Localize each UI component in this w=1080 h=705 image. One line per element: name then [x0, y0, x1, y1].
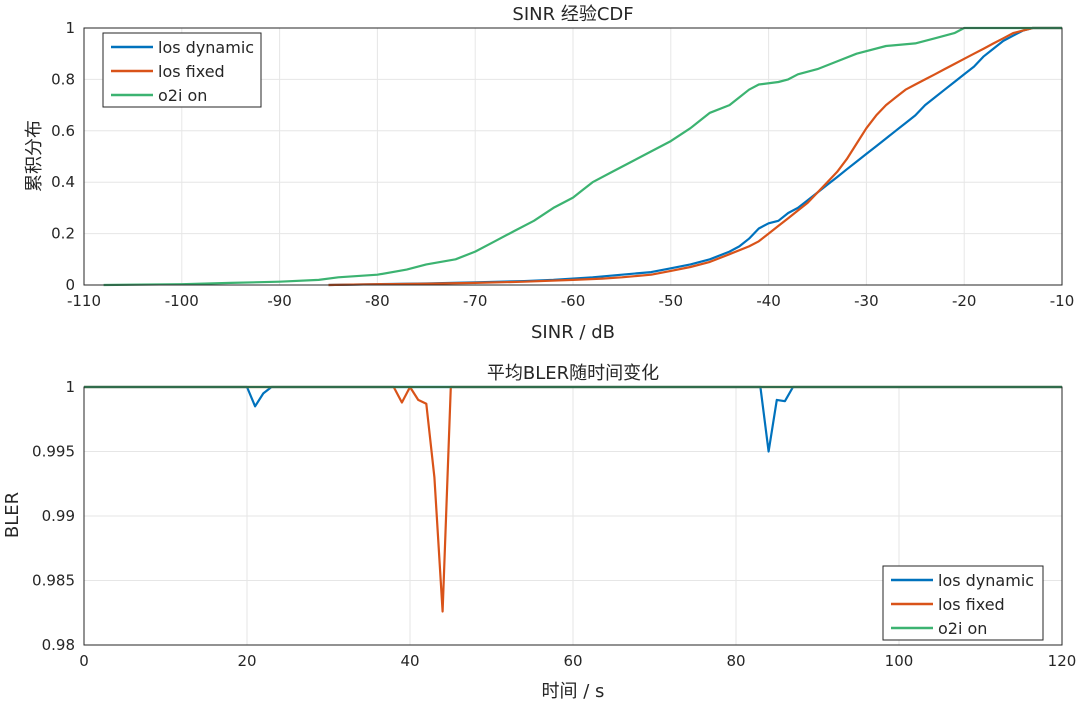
x-tick-label: -20	[952, 292, 977, 310]
y-tick-label: 0	[65, 276, 75, 294]
series-group	[103, 26, 1062, 287]
series-line-los-fixed	[84, 385, 1062, 613]
x-tick-label: 120	[1048, 652, 1077, 670]
y-tick-label: 0.98	[42, 636, 75, 654]
y-axis-title: BLER	[2, 492, 23, 538]
legend-label-los-fixed: los fixed	[938, 595, 1005, 614]
x-tick-labels: -110 -100 -90 -80 -70 -60 -50 -40 -30 -20 -10	[67, 292, 1074, 310]
y-tick-label: 0.99	[42, 507, 75, 525]
x-tick-label: 40	[400, 652, 419, 670]
x-axis-title: 时间 / s	[542, 681, 605, 702]
legend-label-los-dynamic: los dynamic	[938, 571, 1034, 590]
legend-label-los-dynamic: los dynamic	[158, 38, 254, 57]
x-tick-labels: 0 20 40 60 80 100 120	[79, 652, 1076, 670]
x-tick-label: 100	[885, 652, 914, 670]
series-line-o2i-on	[103, 26, 1062, 287]
x-axis-title: SINR / dB	[531, 322, 615, 343]
y-tick-label: 0.2	[51, 225, 75, 243]
x-tick-label: 60	[563, 652, 582, 670]
x-tick-label: -60	[561, 292, 586, 310]
x-tick-label: -90	[267, 292, 292, 310]
chart-title: 平均BLER随时间变化	[487, 363, 659, 384]
x-tick-label: -30	[854, 292, 879, 310]
y-tick-labels: 0 0.2 0.4 0.6 0.8 1	[51, 19, 75, 294]
sinr-cdf-chart: -110 -100 -90 -80 -70 -60 -50 -40 -30 -20 -10 0 0.2…	[24, 4, 1074, 343]
legend-label-o2i-on: o2i on	[158, 86, 207, 105]
legend-label-o2i-on: o2i on	[938, 619, 987, 638]
axes-box	[83, 386, 1063, 646]
y-tick-label: 0.8	[51, 70, 75, 88]
y-tick-label: 0.4	[51, 173, 75, 191]
bler-time-chart: 0 20 40 60 80 100 120 0.98 0.985 0.99 0.995 1 平均BL…	[2, 363, 1076, 702]
axes-box	[83, 27, 1063, 286]
x-tick-label: -10	[1050, 292, 1075, 310]
series-line-los-fixed	[328, 26, 1062, 287]
y-tick-label: 1	[65, 378, 75, 396]
y-tick-label: 1	[65, 19, 75, 37]
x-tick-label: 0	[79, 652, 89, 670]
chart-title: SINR 经验CDF	[512, 4, 633, 25]
y-axis-title: 累积分布	[24, 120, 45, 192]
legend: los dynamic los fixed o2i on	[882, 565, 1044, 641]
x-tick-label: -50	[659, 292, 684, 310]
y-tick-label: 0.995	[32, 443, 75, 461]
x-tick-label: -40	[756, 292, 781, 310]
x-tick-label: -80	[365, 292, 390, 310]
y-tick-label: 0.6	[51, 122, 75, 140]
x-tick-label: 80	[726, 652, 745, 670]
y-tick-labels: 0.98 0.985 0.99 0.995 1	[32, 378, 75, 654]
legend: los dynamic los fixed o2i on	[102, 32, 262, 108]
x-tick-label: -110	[67, 292, 101, 310]
legend-label-los-fixed: los fixed	[158, 62, 225, 81]
x-tick-label: -100	[165, 292, 199, 310]
x-tick-label: -70	[463, 292, 488, 310]
y-tick-label: 0.985	[32, 572, 75, 590]
x-tick-label: 20	[237, 652, 256, 670]
